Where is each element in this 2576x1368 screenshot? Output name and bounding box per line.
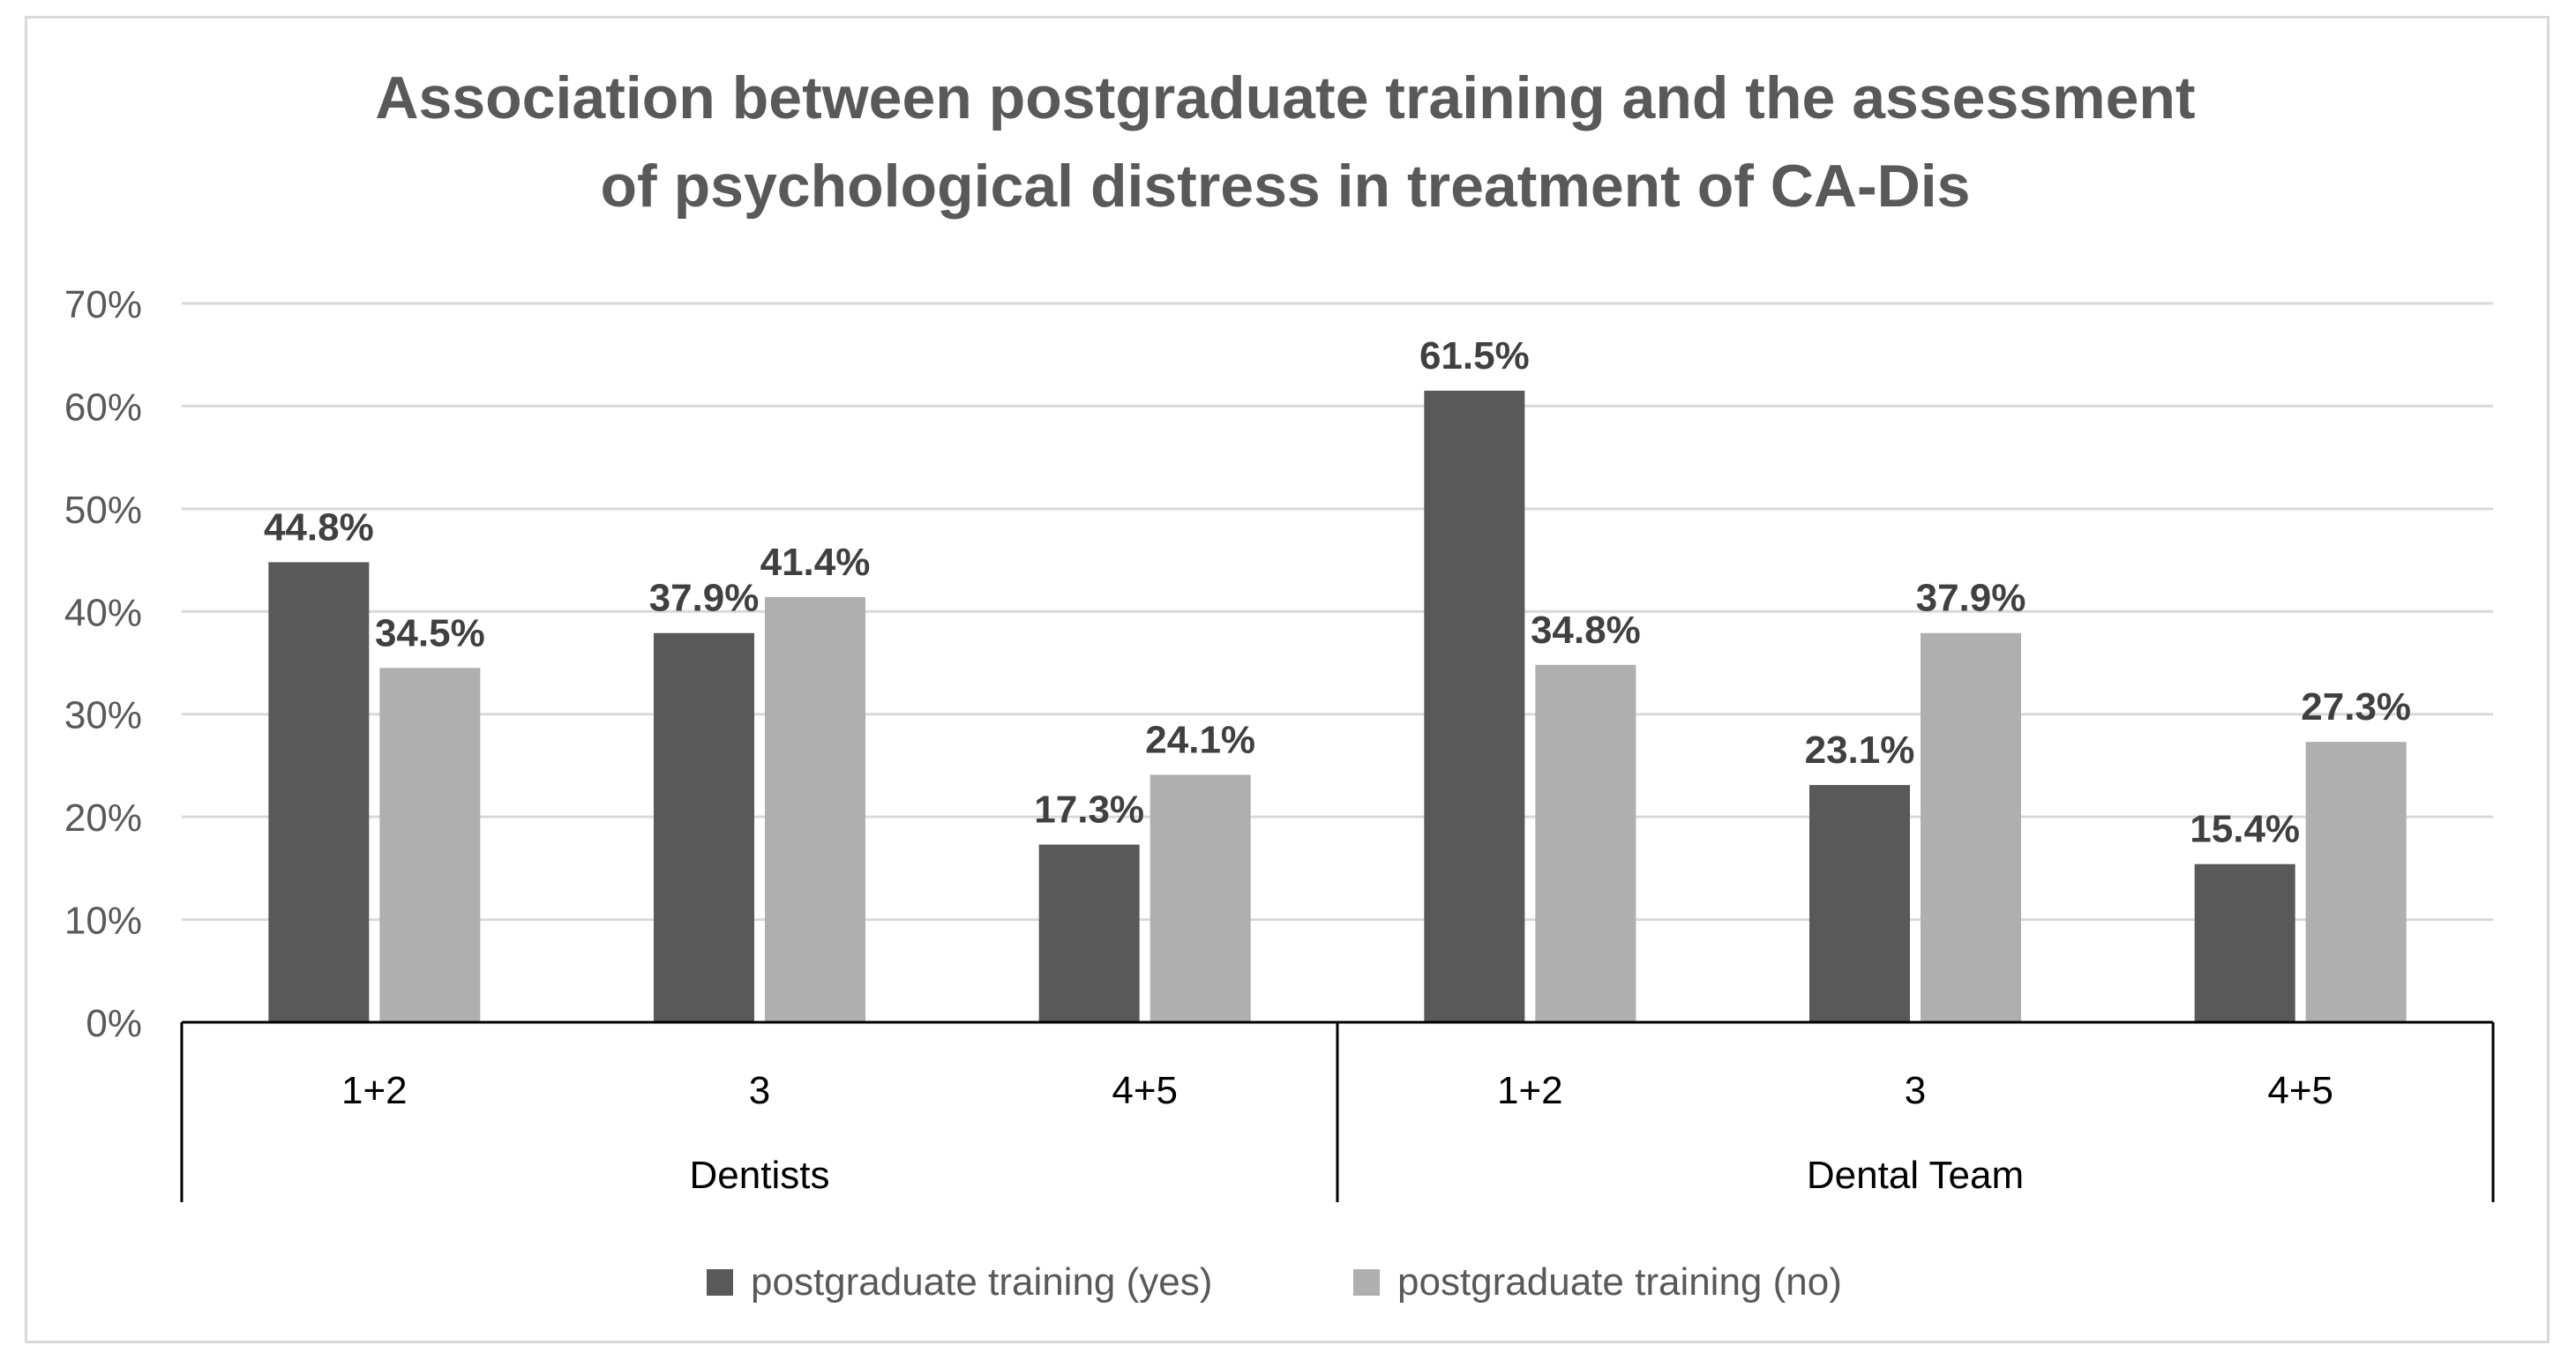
bar-series-2 [1149,774,1251,1022]
data-label: 34.8% [1531,609,1641,652]
y-tick-label: 60% [64,385,142,429]
data-label: 41.4% [760,541,871,584]
data-label: 15.4% [2190,808,2300,851]
data-label: 23.1% [1805,729,1915,772]
chart: Association between postgraduate trainin… [64,64,2495,1304]
bar-series-1 [2194,863,2295,1022]
data-label: 61.5% [1419,334,1530,378]
data-label: 34.5% [375,611,485,654]
x-group-label: Dental Team [1807,1154,2024,1197]
data-label: 44.8% [264,505,374,549]
data-label: 37.9% [649,577,760,620]
x-category-label: 1+2 [341,1069,408,1112]
bar-series-2 [379,668,481,1022]
legend-label: postgraduate training (yes) [751,1260,1212,1304]
chart-title-line-1: Association between postgraduate trainin… [375,64,2195,131]
data-label: 24.1% [1145,718,1255,761]
legend-label: postgraduate training (no) [1397,1260,1842,1304]
x-category-label: 3 [749,1069,770,1112]
y-tick-label: 40% [64,591,142,634]
chart-title-line-2: of psychological distress in treatment o… [601,153,1971,220]
x-category-label: 3 [1905,1069,1926,1112]
chart-frame: Association between postgraduate trainin… [25,16,2550,1343]
data-label: 37.9% [1916,577,2026,620]
bar-series-1 [268,562,370,1022]
y-tick-label: 30% [64,694,142,737]
data-label: 17.3% [1034,789,1144,832]
bar-series-1 [1809,785,1910,1022]
x-category-label: 4+5 [2267,1069,2333,1112]
data-label: 27.3% [2301,685,2411,729]
y-tick-label: 0% [86,1002,142,1045]
bar-series-2 [1535,664,1636,1022]
bar-series-2 [2305,742,2407,1022]
x-category-label: 4+5 [1112,1069,1178,1112]
legend-swatch [707,1269,733,1296]
chart-title: Association between postgraduate trainin… [375,64,2195,220]
legend-swatch [1353,1269,1380,1296]
bar-series-2 [765,596,865,1022]
x-group-label: Dentists [690,1154,830,1197]
y-tick-label: 70% [64,283,142,326]
bar-series-1 [1038,844,1140,1022]
bar-series-2 [1921,632,2021,1022]
y-tick-label: 10% [64,900,142,943]
x-category-label: 1+2 [1497,1069,1563,1112]
bar-series-1 [1424,390,1525,1022]
y-tick-label: 50% [64,489,142,532]
y-tick-label: 20% [64,796,142,840]
bar-series-1 [654,632,754,1022]
